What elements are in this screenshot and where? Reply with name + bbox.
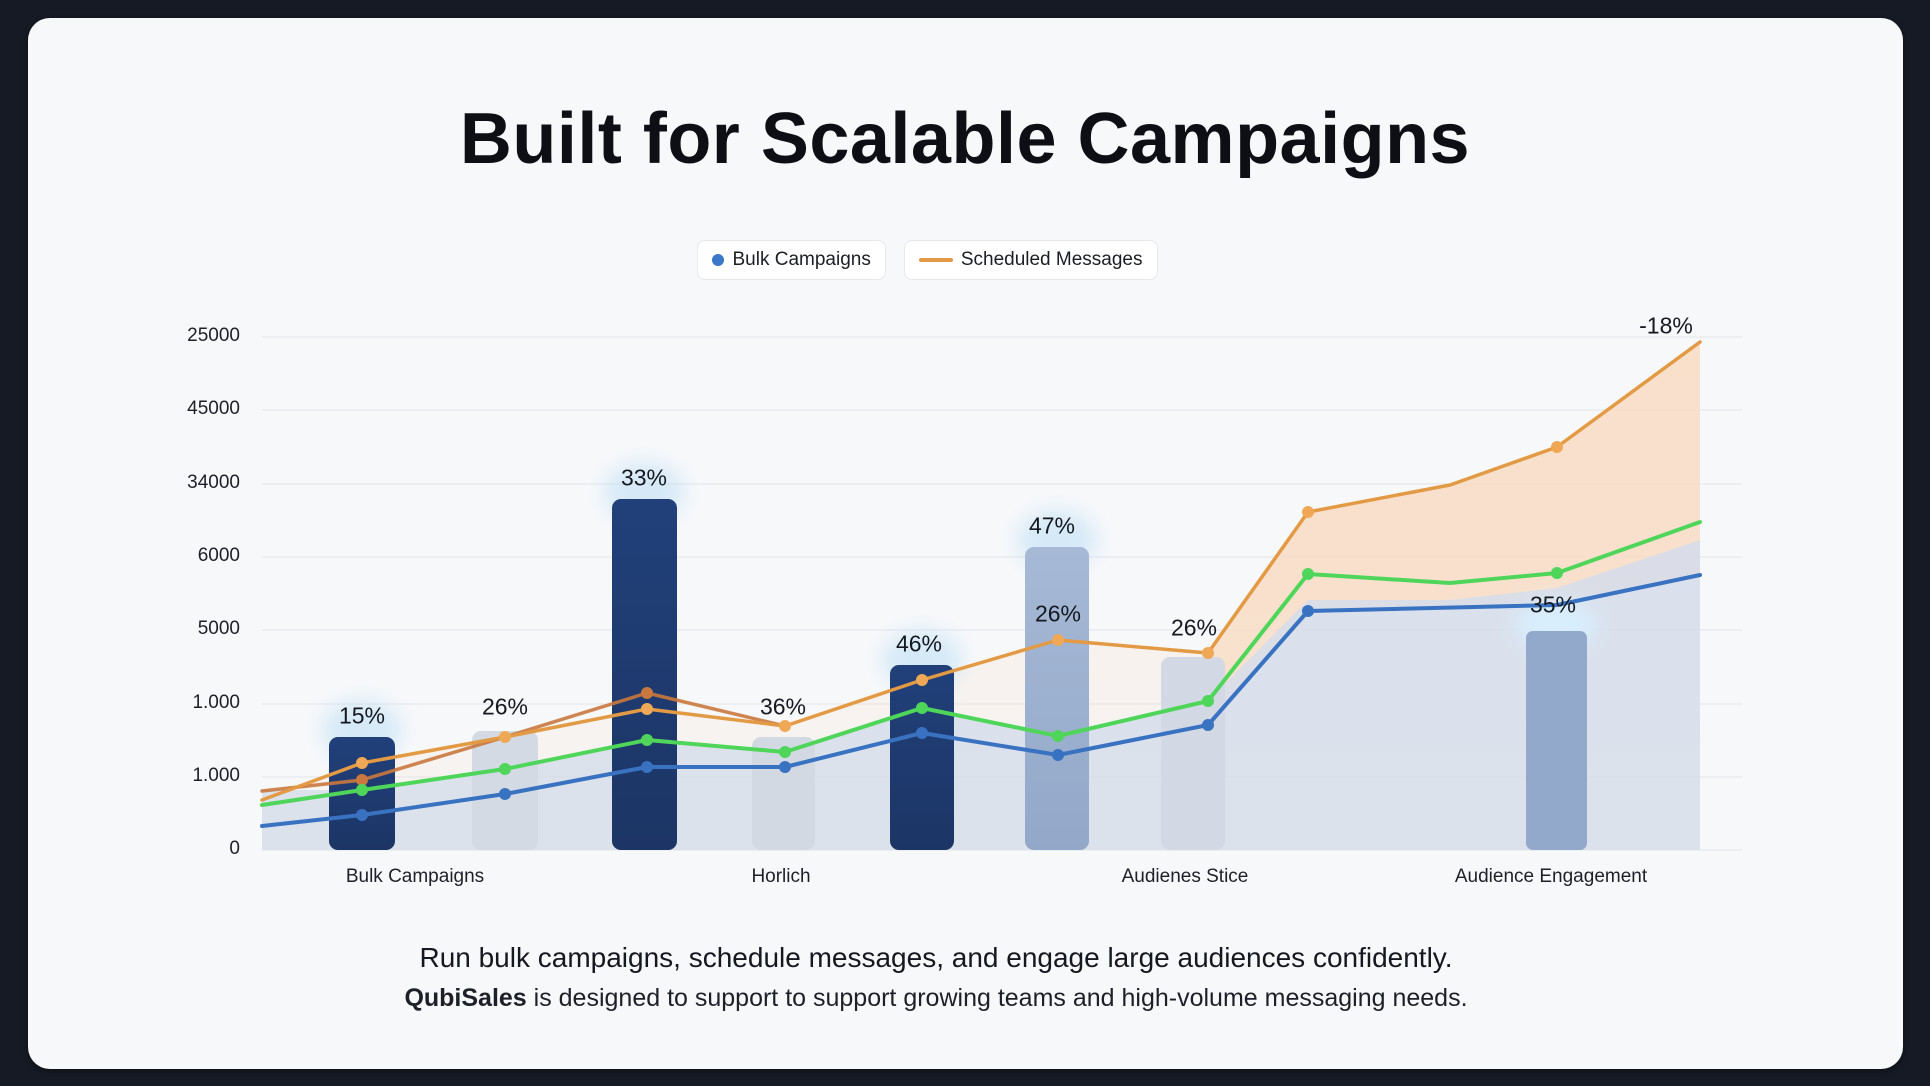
brand-name: QubiSales [404, 984, 527, 1012]
orange-markers [356, 441, 1563, 769]
legend-label: Bulk Campaigns [732, 249, 871, 270]
y-tick: 1.000 [192, 692, 240, 713]
bar-8 [1526, 631, 1587, 850]
description-line-1: Run bulk campaigns, schedule messages, a… [419, 942, 1453, 973]
bar-pct-label: 26% [481, 693, 529, 720]
x-tick: Bulk Campaigns [345, 866, 485, 887]
bar-pct-label: 46% [895, 630, 943, 657]
bar-3 [612, 499, 677, 850]
bar-5 [890, 665, 954, 850]
bar-pct-label: 33% [620, 464, 668, 491]
bar-inner-pct-label: 26% [1034, 600, 1082, 627]
legend-dot-icon [712, 254, 725, 266]
legend-label: Scheduled Messages [960, 249, 1143, 270]
page-title: Built for Scalable Campaigns [459, 99, 1471, 179]
bars [322, 462, 1596, 850]
description-line-2: QubiSales is designed to support to supp… [0, 984, 1930, 1013]
y-tick: 0 [229, 838, 240, 859]
x-tick: Audienes Stice [1121, 866, 1249, 887]
legend-item-scheduled-messages[interactable]: Scheduled Messages [903, 240, 1158, 280]
y-tick: 6000 [197, 545, 240, 566]
series-end-label: -18% [1639, 312, 1693, 339]
y-tick: 34000 [187, 472, 240, 493]
orange-area-right [1208, 342, 1700, 725]
bar-6 [1025, 547, 1089, 850]
x-tick: Audience Engagement [1454, 866, 1648, 887]
bar-pct-label: 35% [1529, 591, 1577, 618]
legend-item-bulk-campaigns[interactable]: Bulk Campaigns [697, 240, 886, 280]
y-tick: 5000 [197, 618, 240, 639]
bar-pct-label: 26% [1170, 614, 1218, 641]
chart-legend: Bulk Campaigns Scheduled Messages [0, 240, 1930, 280]
orange-dark-markers [356, 687, 653, 786]
legend-line-icon [918, 258, 953, 262]
bar-pct-label: 15% [338, 702, 386, 729]
bar-pct-label: 47% [1028, 512, 1076, 539]
blue-markers [356, 605, 1314, 821]
orange-line [260, 340, 1702, 802]
x-tick: Horlich [751, 866, 811, 887]
y-tick: 25000 [187, 325, 240, 346]
green-line [260, 520, 1702, 807]
y-tick: 45000 [187, 398, 240, 419]
bar-7 [1161, 657, 1225, 850]
green-markers [356, 567, 1563, 796]
bar-pct-label: 36% [759, 693, 807, 720]
description-line-2-text: is designed to support to support growin… [526, 984, 1468, 1012]
y-tick: 1.000 [192, 765, 240, 786]
